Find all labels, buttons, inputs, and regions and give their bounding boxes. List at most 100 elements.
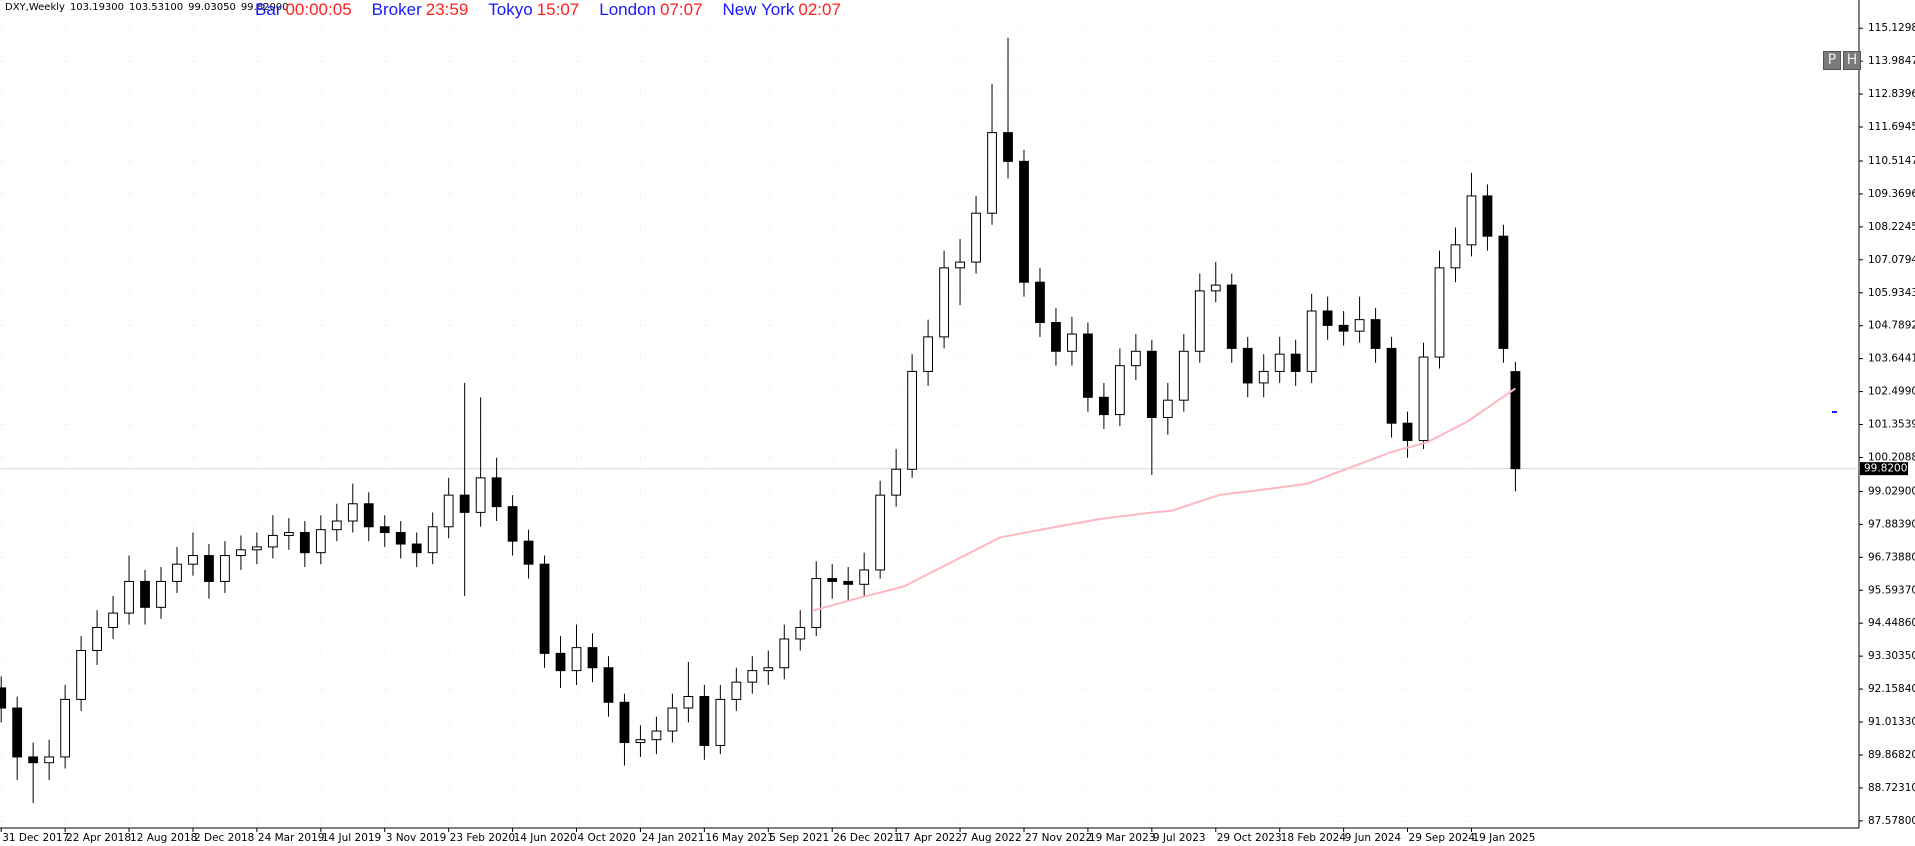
y-tick-label: 92.15840 — [1868, 683, 1915, 695]
clock: London 07:07 — [599, 0, 702, 19]
toggle-button[interactable]: P — [1823, 51, 1841, 70]
candle-body — [395, 532, 406, 545]
candle-body — [1354, 319, 1365, 332]
candle-body — [1370, 319, 1381, 349]
candle-body — [1322, 310, 1333, 326]
y-tick-label: 103.64410 — [1868, 353, 1915, 365]
candle-body — [955, 261, 965, 269]
y-tick-label: 101.35390 — [1868, 419, 1915, 431]
candle-body — [76, 649, 86, 700]
x-tick-label: 12 Aug 2018 — [130, 832, 197, 844]
clock: Tokyo 15:07 — [488, 0, 579, 19]
x-tick-label: 31 Dec 2017 — [2, 832, 69, 844]
candle-body — [331, 520, 342, 531]
y-tick-label: 97.88390 — [1868, 518, 1915, 530]
candle-body — [891, 468, 902, 496]
candle-body — [571, 647, 582, 672]
candle-body — [1418, 356, 1429, 441]
candle-body — [1510, 371, 1521, 470]
y-tick-label: 113.98470 — [1868, 55, 1915, 67]
clock: New York 02:07 — [723, 0, 841, 19]
candle-body — [731, 681, 742, 700]
ohlc: 99.82000 — [240, 2, 289, 13]
candle-body — [827, 578, 838, 582]
candle-body — [1338, 324, 1349, 332]
candle-body — [795, 626, 806, 640]
candle-body — [427, 526, 438, 554]
candle-body — [236, 549, 246, 557]
candle-body — [1035, 281, 1045, 324]
clock-label: Broker — [371, 0, 422, 19]
clock: Bar 00:00:05 — [255, 0, 352, 19]
candle-body — [699, 696, 710, 746]
candle-body — [44, 756, 55, 764]
y-tick-label: 102.49900 — [1868, 386, 1915, 398]
candle-body — [1003, 132, 1013, 162]
candle-body — [523, 540, 534, 565]
y-tick-label: 110.51470 — [1868, 155, 1915, 167]
candle-body — [1386, 347, 1397, 424]
candle-body — [843, 580, 854, 585]
x-tick-label: 9 Jun 2024 — [1345, 832, 1402, 844]
y-tick-label: 89.86820 — [1868, 749, 1915, 761]
y-tick-label: 91.01330 — [1868, 716, 1915, 728]
candle-body — [0, 687, 7, 709]
x-tick-label: 2 Dec 2018 — [194, 832, 254, 844]
candle-body — [379, 526, 390, 534]
candle-body — [763, 667, 774, 672]
x-tick-label: 3 Nov 2019 — [386, 832, 447, 844]
candle-body — [28, 756, 39, 764]
y-tick-label: 93.30350 — [1868, 650, 1915, 662]
candle-body — [1402, 422, 1413, 441]
ohlc: 103.53100 — [129, 2, 184, 13]
x-tick-label: 29 Sep 2024 — [1409, 832, 1476, 844]
candle-body — [315, 529, 326, 554]
candle-body — [1146, 350, 1157, 418]
clocks: Bar 00:00:05 Broker 23:59 Tokyo 15:07 London 07… — [255, 0, 861, 20]
clock-time: 07:07 — [659, 0, 703, 19]
x-tick-label: 19 Jan 2025 — [1472, 832, 1535, 844]
candle-body — [1306, 310, 1317, 372]
candle-body — [779, 638, 790, 669]
x-tick-label: 22 Apr 2018 — [66, 832, 131, 844]
candle-body — [299, 532, 310, 554]
price-tag-label: 99.82000 — [1864, 463, 1914, 475]
clock-label: New York — [722, 0, 795, 19]
candle-body — [220, 555, 230, 582]
x-tick-label: 24 Jan 2021 — [641, 832, 704, 844]
candle-body — [1130, 350, 1141, 367]
x-tick-label: 18 Feb 2024 — [1281, 832, 1347, 844]
candle-body — [92, 626, 102, 651]
x-tick-label: 14 Jun 2020 — [514, 832, 577, 844]
candle-body — [1210, 284, 1221, 292]
y-tick-label: 115.12980 — [1868, 22, 1915, 34]
ohlc: 99.03050 — [188, 2, 236, 13]
x-tick-label: 24 Mar 2019 — [258, 832, 325, 844]
candle-body — [1051, 322, 1061, 352]
candle-body — [172, 563, 182, 582]
candle-body — [1114, 365, 1125, 416]
candle-body — [1498, 235, 1509, 349]
candle-body — [1067, 333, 1077, 352]
candle-body — [1434, 267, 1445, 358]
candle-body — [651, 730, 662, 741]
y-tick-label: 100.20880 — [1868, 451, 1915, 463]
candle-body — [859, 569, 870, 585]
candle-body — [987, 132, 997, 214]
candle-body — [1178, 350, 1189, 401]
candle-body — [443, 494, 454, 528]
candle-body — [283, 532, 294, 536]
candle-body — [1466, 195, 1477, 246]
clock-time: 00:00:05 — [285, 0, 352, 19]
candle-body — [619, 701, 630, 744]
y-tick-label: 112.83960 — [1868, 88, 1915, 100]
candle-body — [635, 739, 646, 744]
x-tick-label: 5 Sep 2021 — [769, 832, 829, 844]
clock: Broker 23:59 — [372, 0, 469, 19]
symbol-info: DXY,Weekly 103.19300 103.53100 99.03050 99.8… — [5, 2, 294, 13]
y-tick-label: 107.07940 — [1868, 254, 1915, 266]
candle-body — [188, 555, 198, 565]
toggle-button[interactable]: H — [1843, 51, 1861, 70]
